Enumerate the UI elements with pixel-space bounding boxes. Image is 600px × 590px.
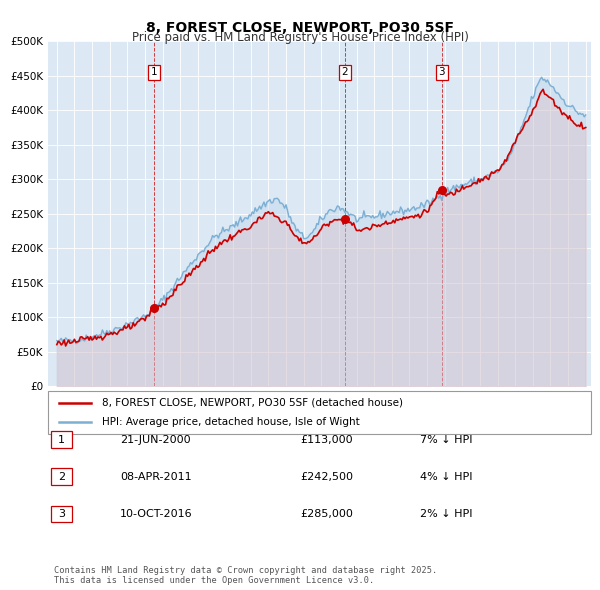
Text: 1: 1 xyxy=(58,435,65,444)
Text: HPI: Average price, detached house, Isle of Wight: HPI: Average price, detached house, Isle… xyxy=(103,417,360,427)
Text: 4% ↓ HPI: 4% ↓ HPI xyxy=(420,472,473,481)
Text: Contains HM Land Registry data © Crown copyright and database right 2025.
This d: Contains HM Land Registry data © Crown c… xyxy=(54,566,437,585)
Text: 7% ↓ HPI: 7% ↓ HPI xyxy=(420,435,473,444)
Text: 2: 2 xyxy=(341,67,348,77)
Text: £242,500: £242,500 xyxy=(300,472,353,481)
Text: 10-OCT-2016: 10-OCT-2016 xyxy=(120,509,193,519)
Text: 2: 2 xyxy=(58,472,65,481)
Text: £285,000: £285,000 xyxy=(300,509,353,519)
Text: 3: 3 xyxy=(58,509,65,519)
Text: 8, FOREST CLOSE, NEWPORT, PO30 5SF: 8, FOREST CLOSE, NEWPORT, PO30 5SF xyxy=(146,21,454,35)
Text: Price paid vs. HM Land Registry's House Price Index (HPI): Price paid vs. HM Land Registry's House … xyxy=(131,31,469,44)
Text: 1: 1 xyxy=(151,67,157,77)
FancyBboxPatch shape xyxy=(48,391,591,434)
Text: 21-JUN-2000: 21-JUN-2000 xyxy=(120,435,191,444)
Text: £113,000: £113,000 xyxy=(300,435,353,444)
Text: 8, FOREST CLOSE, NEWPORT, PO30 5SF (detached house): 8, FOREST CLOSE, NEWPORT, PO30 5SF (deta… xyxy=(103,398,403,408)
Text: 3: 3 xyxy=(439,67,445,77)
Text: 08-APR-2011: 08-APR-2011 xyxy=(120,472,191,481)
Text: 2% ↓ HPI: 2% ↓ HPI xyxy=(420,509,473,519)
